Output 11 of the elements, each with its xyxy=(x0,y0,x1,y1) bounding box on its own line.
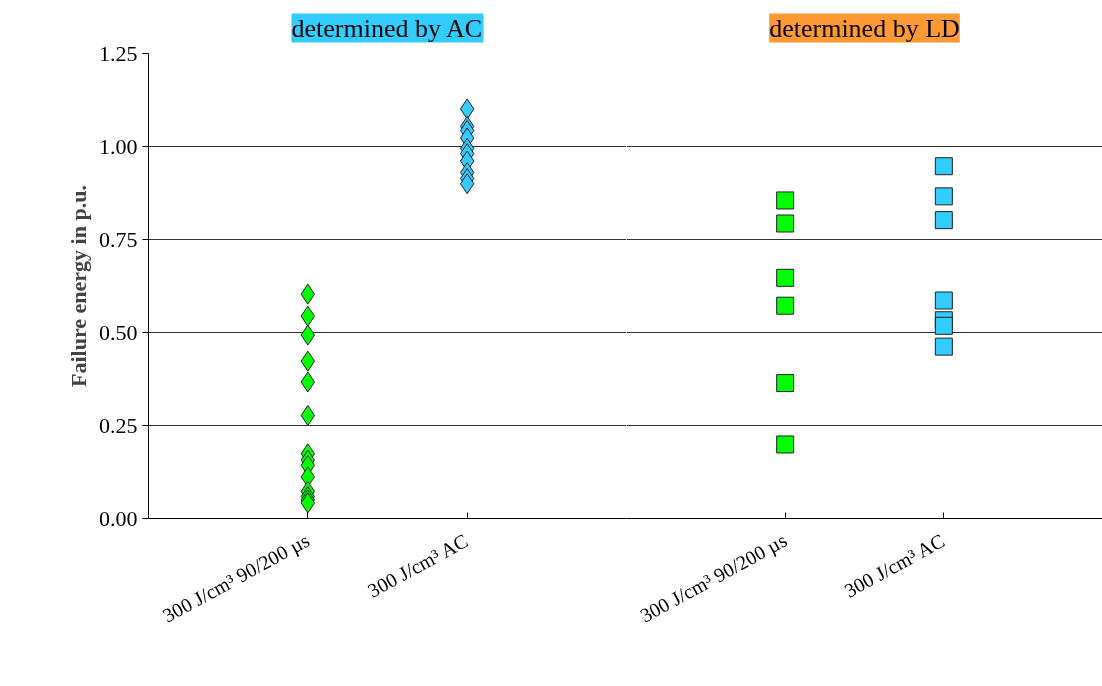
y-tick-label: 1.25 xyxy=(99,40,138,66)
chart-title: determined by LD xyxy=(769,13,960,43)
x-tick-label: 300 J/cm³ AC xyxy=(364,529,472,602)
y-tick-label: 0.50 xyxy=(99,319,138,345)
chart-title: determined by AC xyxy=(291,13,483,43)
y-tick-label: 1.00 xyxy=(99,133,138,159)
y-tick-label: 0.00 xyxy=(99,505,138,531)
x-tick-label: 300 J/cm³ AC xyxy=(840,529,949,602)
y-axis-title: Failure energy in p.u. xyxy=(66,185,91,387)
y-tick-label: 0.25 xyxy=(99,412,138,438)
y-tick-label: 0.75 xyxy=(99,226,138,252)
